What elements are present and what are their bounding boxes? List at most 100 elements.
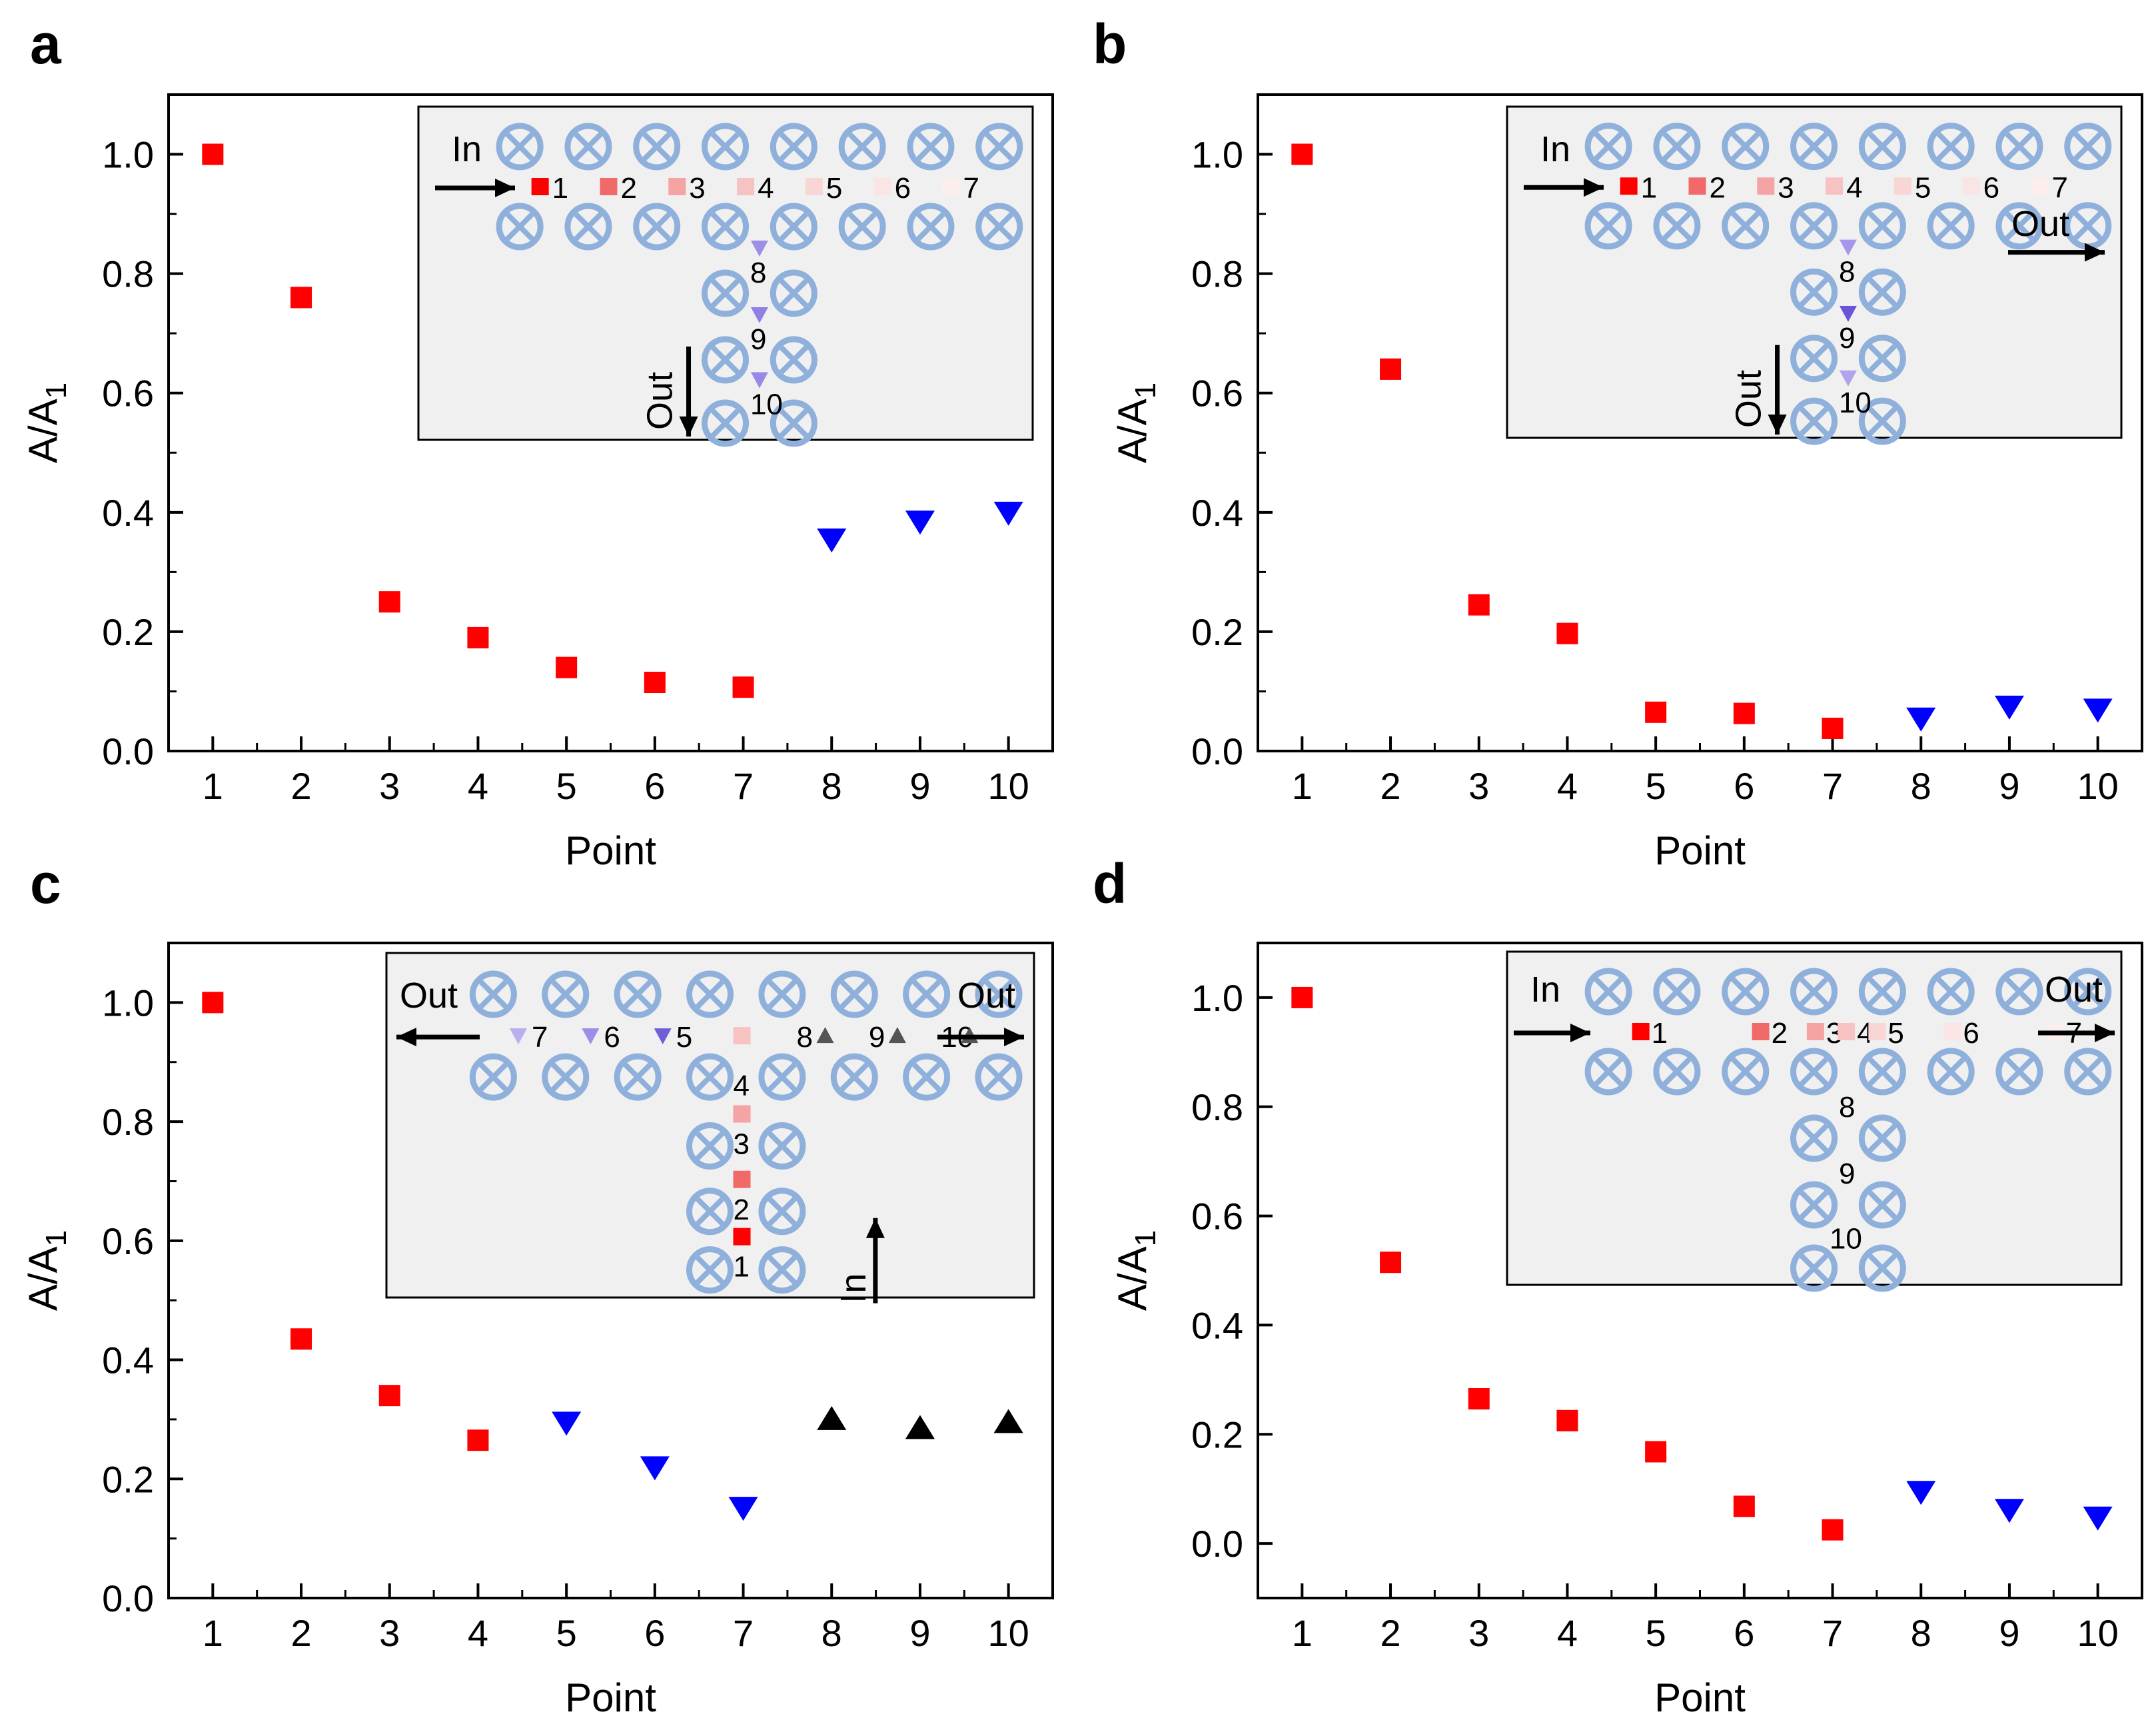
x-tick-label: 10 (2077, 765, 2119, 807)
out-arrow-icon (2008, 243, 2105, 262)
y-tick-label: 1.0 (102, 982, 154, 1024)
inset-triangle-marker (816, 1027, 834, 1044)
cross-circle-icon (686, 1053, 734, 1101)
cross-circle-icon (469, 1053, 517, 1101)
data-point-triangle-down (1994, 1499, 2024, 1523)
x-tick-label: 6 (644, 765, 665, 807)
in-arrow-icon (1524, 178, 1604, 197)
cross-circle-icon (1722, 968, 1770, 1016)
x-axis-title: Point (1654, 828, 1746, 873)
y-tick-label: 0.6 (1191, 373, 1243, 415)
data-point-square (1468, 594, 1490, 616)
inset-square-marker (733, 1170, 751, 1188)
data-point-square (1468, 1388, 1490, 1410)
x-axis-title: Point (1654, 1675, 1746, 1720)
x-tick-label: 4 (1557, 1612, 1578, 1654)
cross-circle-icon (770, 336, 817, 384)
cross-circle-icon (2064, 968, 2112, 1016)
cross-circle-icon (975, 123, 1023, 171)
cross-circle-icon (2064, 202, 2112, 250)
y-axis-title: A/A1 (21, 1230, 73, 1311)
x-tick-label: 10 (988, 765, 1029, 807)
cross-circle-icon (1584, 123, 1632, 171)
cross-circle-icon (758, 1053, 806, 1101)
inset-square-marker (1826, 177, 1844, 195)
cross-circle-icon (975, 1053, 1023, 1101)
inset-point-number: 7 (963, 172, 979, 205)
cross-circle-icon (614, 970, 662, 1018)
cross-circle-icon (1653, 202, 1701, 250)
cross-circle-icon (830, 1053, 878, 1101)
cross-circle-icon (686, 1246, 734, 1294)
cross-circle-icon (2064, 123, 2112, 171)
panel-c: c 1 2 3 4 5 6 7 8 9 10 0.0 0.2 0.4 0.6 0.8 1.0 Point A/A1 7… (21, 852, 1054, 1720)
y-tick-label: 0.0 (1191, 1523, 1243, 1565)
cross-circle-icon (702, 269, 750, 317)
inset-square-marker (600, 178, 618, 195)
data-point-square (1733, 702, 1755, 724)
data-point-square (202, 992, 224, 1014)
cross-circle-icon (702, 203, 750, 251)
inset-triangle-marker (654, 1028, 672, 1045)
cross-circle-icon (496, 203, 544, 251)
data-point-triangle-down (2083, 698, 2113, 723)
inset-port-label: In (452, 129, 482, 169)
inset-point-number: 9 (869, 1021, 885, 1054)
inset-triangle-marker (1839, 306, 1857, 323)
data-point-square (1291, 986, 1313, 1008)
x-tick-label: 9 (1999, 1612, 2019, 1654)
inset-square-marker (1893, 177, 1911, 195)
x-axis-title: Point (565, 1675, 656, 1720)
y-axis-title: A/A1 (1110, 1230, 1162, 1311)
x-tick-label: 8 (1911, 765, 1931, 807)
inset-point-number: 10 (1830, 1223, 1862, 1256)
inset-square-marker (2031, 177, 2049, 195)
cross-circle-icon (1584, 1048, 1632, 1096)
data-point-square (644, 672, 666, 694)
inset-port-label: Out (2011, 204, 2069, 244)
inset-point-number: 3 (689, 172, 705, 205)
panel-letter: d (1093, 852, 1127, 915)
inset-point-number: 6 (1963, 1017, 1979, 1050)
data-point-triangle-down (728, 1497, 758, 1521)
data-point-square (1380, 358, 1402, 380)
cross-circle-icon (686, 970, 734, 1018)
cross-circle-icon (758, 1122, 806, 1170)
in-arrow-icon (865, 1218, 885, 1303)
data-point-square (1380, 1252, 1402, 1274)
x-tick-label: 8 (821, 1612, 842, 1654)
inset-point-number: 1 (1641, 171, 1657, 204)
inset-point-number: 3 (1778, 171, 1794, 204)
inset-square-marker (1962, 177, 1980, 195)
x-tick-label: 8 (821, 765, 842, 807)
data-point-square (732, 676, 754, 698)
data-point-triangle-down (2083, 1506, 2113, 1531)
inset-square-marker (942, 178, 960, 195)
cross-circle-icon (542, 970, 590, 1018)
y-tick-label: 0.6 (102, 1220, 154, 1262)
inset-point-number: 9 (750, 323, 766, 356)
cross-circle-icon (1927, 202, 1975, 250)
x-tick-label: 1 (1292, 1612, 1313, 1654)
y-tick-label: 1.0 (1191, 134, 1243, 176)
inset-point-number: 6 (1983, 171, 1999, 204)
y-tick-label: 0.8 (1191, 1086, 1243, 1128)
y-tick-label: 0.2 (102, 1458, 154, 1500)
cross-circle-icon (1927, 123, 1975, 171)
cross-circle-icon (564, 123, 612, 171)
x-tick-label: 7 (1822, 1612, 1843, 1654)
y-tick-label: 0.4 (102, 1339, 154, 1381)
data-point-square (1645, 1441, 1667, 1463)
data-point-triangle-up (993, 1409, 1023, 1433)
cross-circle-icon (633, 123, 681, 171)
x-tick-label: 5 (556, 765, 577, 807)
out-arrow-icon (1768, 345, 1787, 435)
y-tick-label: 1.0 (1191, 977, 1243, 1019)
inset-triangle-marker (888, 1027, 906, 1044)
x-axis-title: Point (565, 828, 656, 873)
in-arrow-icon (1514, 1024, 1590, 1042)
cross-circle-icon (1790, 1244, 1838, 1292)
inset-square-marker (733, 1105, 751, 1123)
cross-circle-icon (702, 336, 750, 384)
